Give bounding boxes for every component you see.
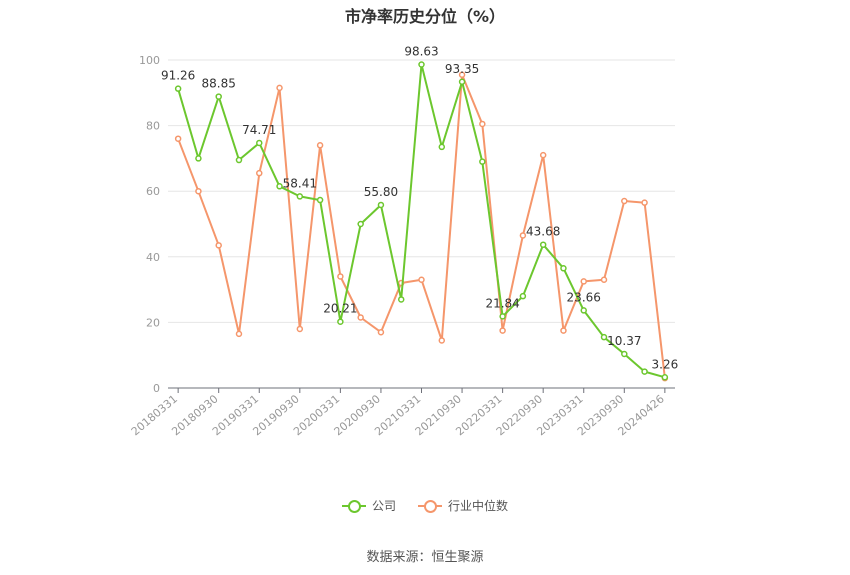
data-label-company: 88.85	[202, 77, 236, 91]
data-label-company: 91.26	[161, 69, 195, 83]
legend-label-company: 公司	[371, 499, 396, 513]
chart-title: 市净率历史分位（%）	[344, 7, 506, 26]
point-company	[195, 155, 202, 162]
point-industry	[296, 325, 304, 333]
point-company	[337, 318, 344, 325]
y-tick-label: 100	[139, 54, 160, 67]
point-company	[418, 61, 425, 68]
point-industry	[174, 135, 182, 142]
point-industry	[215, 242, 222, 249]
data-label-company: 20.21	[323, 302, 357, 316]
point-company	[519, 292, 527, 300]
point-industry	[458, 71, 466, 79]
y-tick-label: 60	[146, 185, 160, 198]
point-company	[235, 156, 243, 164]
point-industry	[621, 197, 628, 205]
point-industry	[418, 276, 425, 284]
y-tick-label: 0	[153, 382, 160, 395]
data-label-company: 43.68	[526, 225, 560, 239]
point-company	[600, 333, 608, 341]
legend: 公司 行业中位数	[0, 497, 850, 514]
point-company	[276, 183, 283, 190]
point-company	[357, 220, 364, 228]
data-label-company: 23.66	[567, 290, 601, 304]
legend-item-industry[interactable]: 行业中位数	[418, 497, 508, 514]
point-company	[174, 85, 182, 92]
data-label-company: 58.41	[283, 176, 317, 190]
point-industry	[479, 120, 486, 128]
point-industry	[519, 232, 527, 239]
data-label-company: 21.84	[485, 296, 519, 310]
point-industry	[641, 199, 648, 206]
point-industry	[539, 151, 547, 159]
point-industry	[195, 187, 202, 195]
data-label-company: 98.63	[404, 44, 438, 58]
legend-swatch-company	[341, 499, 366, 513]
data-labels: 91.26 88.85 74.71 58.41 20.21 55.80 98.63 93.35…	[161, 44, 678, 371]
data-source: 数据来源：恒生聚源	[366, 550, 484, 565]
legend-label-industry: 行业中位数	[448, 499, 509, 513]
point-company	[479, 158, 486, 165]
point-company	[580, 307, 587, 314]
point-company	[316, 196, 324, 204]
point-company	[438, 143, 446, 151]
data-label-company: 74.71	[242, 123, 276, 137]
point-industry	[580, 278, 587, 285]
data-label-company: 10.37	[607, 334, 641, 348]
series-layer	[174, 61, 669, 382]
point-industry	[357, 314, 364, 321]
point-industry	[276, 84, 283, 92]
point-industry	[337, 273, 344, 280]
point-industry	[499, 327, 506, 334]
point-company	[397, 296, 405, 303]
point-company	[539, 241, 547, 248]
legend-item-company[interactable]: 公司	[341, 497, 396, 514]
data-label-company: 55.80	[364, 185, 398, 199]
point-company	[641, 368, 648, 375]
point-industry	[560, 327, 567, 334]
point-company	[215, 93, 222, 100]
point-company	[621, 350, 628, 358]
data-label-company: 3.26	[652, 357, 679, 371]
point-company	[377, 201, 385, 209]
point-company	[661, 374, 669, 381]
y-tick-label: 40	[146, 251, 160, 264]
point-industry	[235, 330, 243, 338]
y-tick-label: 80	[146, 120, 160, 133]
y-tick-label: 20	[146, 316, 160, 329]
point-industry	[316, 142, 324, 149]
series-line-company	[177, 63, 666, 379]
point-industry	[600, 276, 608, 284]
data-label-company: 93.35	[445, 62, 479, 76]
grid-lines	[168, 59, 675, 323]
series-line-industry	[177, 73, 666, 379]
point-industry	[256, 169, 263, 177]
point-industry	[377, 328, 385, 336]
legend-swatch-industry	[418, 499, 442, 513]
axes: 0204060801002018033120180930201903312019…	[129, 54, 675, 438]
point-company	[458, 78, 466, 86]
point-company	[560, 265, 567, 272]
point-company	[499, 313, 506, 320]
point-industry	[438, 337, 446, 344]
point-company	[256, 139, 263, 147]
point-company	[296, 193, 304, 200]
